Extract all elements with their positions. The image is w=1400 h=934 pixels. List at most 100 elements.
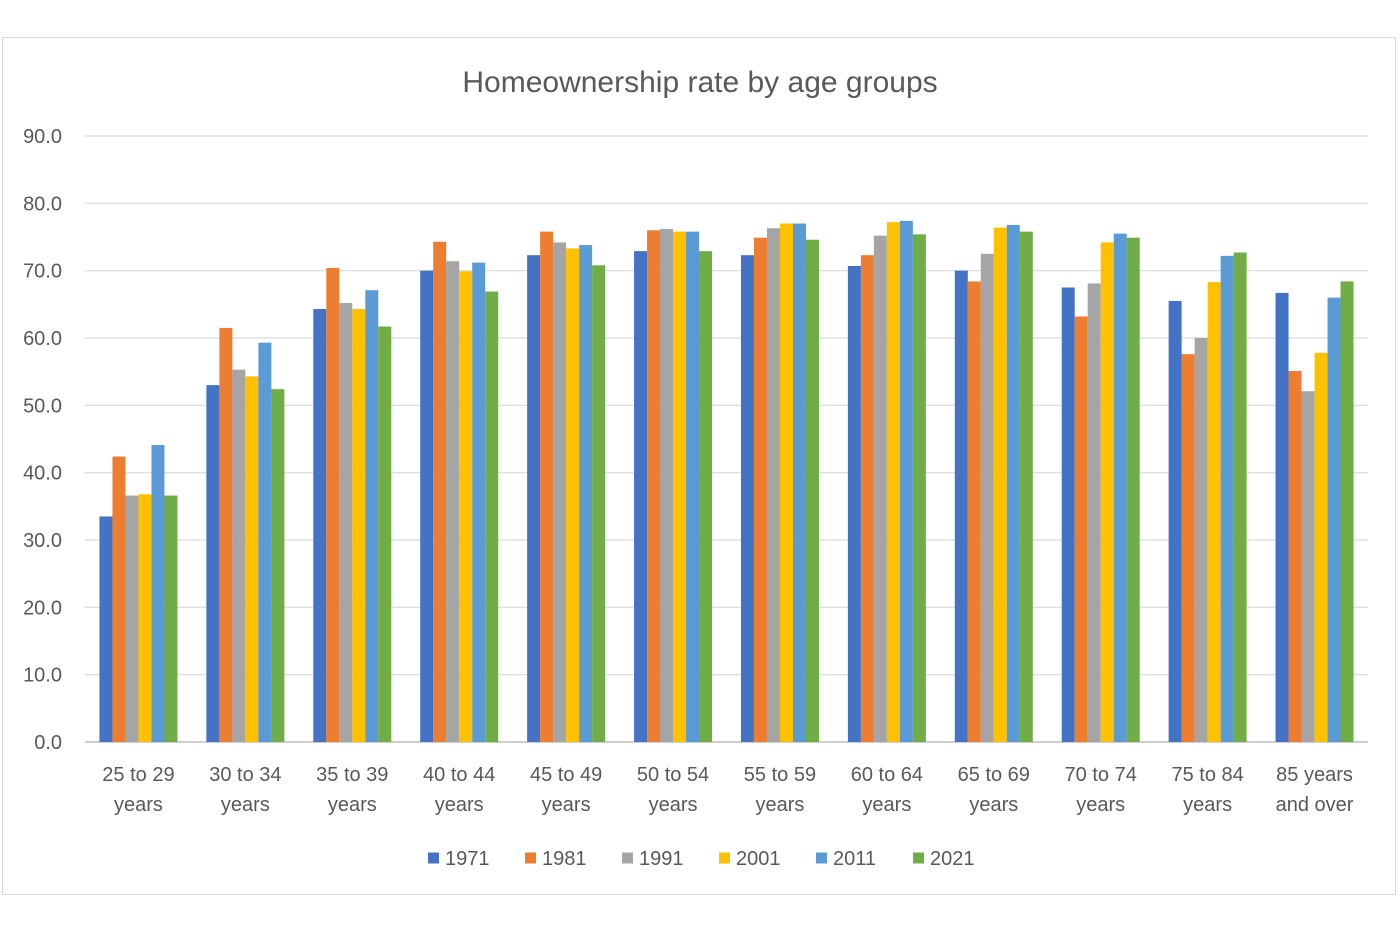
x-tick-label: 65 to 69 <box>958 764 1030 786</box>
legend-label: 2011 <box>833 848 876 870</box>
bar-1971 <box>740 255 754 742</box>
legend-swatch-1971 <box>428 852 439 864</box>
bar-2001 <box>779 223 793 743</box>
legend-label: 1981 <box>542 848 587 870</box>
bar-1981 <box>1074 316 1088 742</box>
bar-1971 <box>527 255 541 742</box>
bar-2021 <box>271 389 285 742</box>
x-tick-label: 55 to 59 <box>744 764 816 786</box>
bar-1991 <box>1301 391 1315 742</box>
bar-1971 <box>99 516 113 742</box>
x-tick-label: years <box>1183 794 1232 816</box>
bar-2001 <box>1100 242 1114 743</box>
bar-2011 <box>1113 233 1127 742</box>
bar-2001 <box>673 231 687 742</box>
bar-2011 <box>1006 224 1020 742</box>
bar-1971 <box>313 309 327 742</box>
x-tick-label: 30 to 34 <box>209 764 281 786</box>
x-tick-label: years <box>862 794 911 816</box>
legend-swatch-1981 <box>525 852 536 864</box>
y-tick-label: 90.0 <box>23 126 62 148</box>
bar-1981 <box>433 241 447 743</box>
legend-label: 2001 <box>736 848 781 870</box>
bar-2001 <box>1207 282 1221 742</box>
bar-2011 <box>1220 255 1234 742</box>
x-tick-label: years <box>435 794 484 816</box>
y-axis: 0.0 10.0 20.0 30.0 40.0 50.0 60.0 70.0 80.0 90.0 <box>23 126 62 754</box>
bar-2021 <box>912 234 926 742</box>
bar-1981 <box>540 231 554 742</box>
bar-2011 <box>579 245 593 742</box>
y-tick-label: 80.0 <box>23 193 62 215</box>
bar-2021 <box>164 495 178 742</box>
bar-2021 <box>378 326 392 742</box>
legend-label: 1971 <box>445 848 490 870</box>
y-tick-label: 50.0 <box>23 395 62 417</box>
bar-2011 <box>899 220 913 743</box>
bar-2021 <box>1019 231 1033 742</box>
bar-2011 <box>151 445 165 742</box>
bar-2001 <box>352 309 366 742</box>
x-tick-label: 70 to 74 <box>1065 764 1137 786</box>
x-tick-label: years <box>1076 794 1125 816</box>
y-tick-label: 40.0 <box>23 463 62 485</box>
bar-2021 <box>485 291 499 742</box>
x-tick-label: years <box>756 794 805 816</box>
y-tick-label: 10.0 <box>23 665 62 687</box>
bar-1971 <box>420 270 434 742</box>
bar-1991 <box>980 253 994 743</box>
bar-1971 <box>206 385 220 742</box>
y-tick-label: 0.0 <box>34 732 62 754</box>
bar-2011 <box>365 290 379 742</box>
bar-2001 <box>993 227 1007 742</box>
bar-2021 <box>1340 281 1354 742</box>
x-tick-label: 35 to 39 <box>316 764 388 786</box>
bar-2001 <box>138 494 152 742</box>
x-tick-label: and over <box>1276 794 1354 816</box>
bar-1971 <box>1275 292 1289 742</box>
bar-2021 <box>1233 252 1247 742</box>
y-tick-label: 70.0 <box>23 261 62 283</box>
bar-1971 <box>634 251 648 742</box>
bar-2011 <box>258 342 272 742</box>
bar-1971 <box>847 265 861 742</box>
x-axis: 25 to 29 years 30 to 34 years 35 to 39 years 4… <box>102 764 1353 816</box>
x-tick-label: 50 to 54 <box>637 764 709 786</box>
legend: 1971 1981 1991 2001 2011 2021 <box>428 848 975 870</box>
bar-2001 <box>1314 352 1328 742</box>
legend-swatch-2001 <box>719 852 730 864</box>
bars <box>99 220 1354 743</box>
x-tick-label: years <box>969 794 1018 816</box>
bar-1991 <box>1194 338 1208 742</box>
bar-2021 <box>699 251 713 742</box>
x-tick-label: 25 to 29 <box>102 764 174 786</box>
y-tick-label: 20.0 <box>23 597 62 619</box>
bar-2001 <box>459 271 473 742</box>
bar-2021 <box>592 265 606 742</box>
x-tick-label: 75 to 84 <box>1171 764 1243 786</box>
bar-2001 <box>886 222 900 743</box>
bar-1981 <box>112 456 126 742</box>
bar-1991 <box>660 228 674 743</box>
y-tick-label: 30.0 <box>23 530 62 552</box>
bar-1991 <box>1087 283 1101 742</box>
bar-2011 <box>472 262 486 742</box>
bar-2001 <box>245 376 259 742</box>
x-tick-label: 60 to 64 <box>851 764 923 786</box>
bar-1991 <box>446 261 460 742</box>
legend-label: 2021 <box>930 848 975 870</box>
legend-swatch-2021 <box>913 852 924 864</box>
bar-1991 <box>125 495 139 742</box>
bar-1981 <box>1181 354 1195 742</box>
bar-2011 <box>792 223 806 743</box>
legend-label: 1991 <box>639 848 684 870</box>
x-tick-label: 45 to 49 <box>530 764 602 786</box>
bar-2011 <box>1327 297 1341 742</box>
bar-1981 <box>967 281 981 742</box>
gridlines <box>85 135 1368 743</box>
bar-2021 <box>805 239 819 742</box>
bar-1991 <box>232 369 246 742</box>
bar-1971 <box>954 270 968 742</box>
bar-1971 <box>1168 300 1182 742</box>
